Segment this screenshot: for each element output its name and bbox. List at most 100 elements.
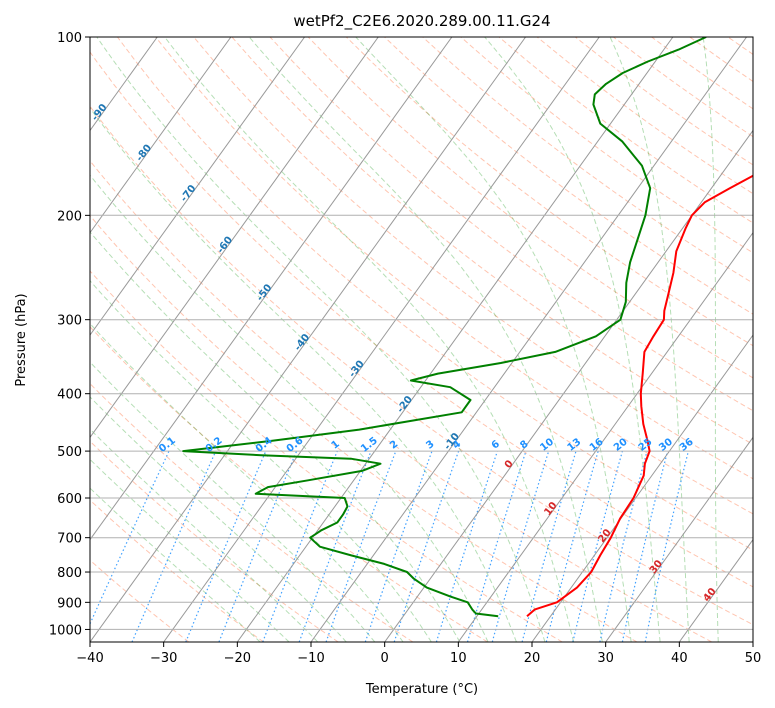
mixing-ratio-label: 3 [424, 439, 436, 452]
dry-adiabat-line [155, 37, 753, 515]
mixing-ratio-line [621, 450, 669, 642]
moist-adiabat-line [90, 361, 376, 642]
dry-adiabat-line [90, 214, 638, 642]
y-axis: 100 200 300 400 500 600 700 800 900 1000 [49, 31, 90, 638]
x-tick-label: 0 [381, 651, 389, 666]
mixing-ratio-line [90, 450, 170, 626]
dry-adiabat-line [90, 382, 414, 642]
x-tick-label: 20 [524, 651, 541, 666]
x-tick-label: 10 [450, 651, 467, 666]
plot-area: 0.1 0.2 0.4 0.6 1 1.5 2 3 4 6 8 10 13 16 20 25 30 36-100-… [0, 37, 775, 642]
dry-adiabat-line [727, 37, 753, 55]
isotherm-line [678, 538, 753, 642]
isotherm-label: 40 [702, 586, 719, 604]
isotherm-line [310, 37, 748, 642]
isotherm-line [90, 37, 527, 642]
x-axis: −40 −30 −20 −10 0 10 20 30 40 50 [76, 642, 761, 666]
dry-adiabat-line [90, 105, 753, 626]
y-tick-label: 400 [57, 388, 82, 403]
isotherm-line [457, 231, 753, 642]
isotherm-label: -20 [395, 394, 415, 415]
isotherm-line [752, 641, 753, 642]
moist-adiabat-line [609, 37, 690, 642]
x-tick-label: −20 [224, 651, 251, 666]
x-tick-label: 30 [597, 651, 614, 666]
moist-adiabat-line [248, 37, 603, 642]
y-tick-label: 600 [57, 492, 82, 507]
x-tick-label: −40 [76, 651, 103, 666]
isotherm-line [0, 37, 84, 642]
dry-adiabat-line [345, 37, 753, 347]
y-tick-label: 1000 [49, 623, 82, 638]
dry-adiabat-line [269, 37, 753, 412]
y-tick-label: 500 [57, 445, 82, 460]
x-axis-label: Temperature (°C) [365, 682, 478, 697]
mixing-ratio-label: 8 [518, 439, 530, 452]
moist-adiabat-line [164, 37, 575, 642]
mixing-ratio-label: 0.1 [157, 435, 178, 455]
dry-adiabat-line [651, 37, 753, 110]
moist-adiabat-line [90, 174, 489, 642]
dry-adiabat-line [613, 37, 753, 138]
mixing-ratio-line [364, 450, 433, 642]
dry-adiabat-line [90, 51, 753, 588]
mixing-ratio-label: 2 [388, 439, 400, 452]
moist-adiabat-line [484, 37, 661, 642]
mixing-ratio-label: 1.5 [359, 435, 380, 455]
isotherm-label: -30 [347, 359, 367, 380]
dry-adiabat-line [766, 37, 775, 642]
isotherm-line [605, 436, 753, 642]
isotherm-label: -70 [179, 183, 199, 204]
profile-series [182, 37, 753, 618]
moist-adiabat-line [90, 322, 404, 642]
x-tick-label: 40 [671, 651, 688, 666]
dry-adiabat-line [384, 37, 753, 315]
temperature-profile-line [526, 174, 753, 617]
mixing-ratio-line [466, 450, 527, 642]
dry-adiabat-line [231, 37, 753, 445]
dry-adiabat-line [422, 37, 753, 284]
isotherm-label: 0 [503, 458, 516, 470]
isotherm-label: -90 [90, 102, 110, 123]
mixing-ratio-line [185, 450, 267, 642]
moist-adiabats [90, 37, 719, 642]
mixing-ratio-label: 6 [490, 439, 502, 452]
x-tick-label: 50 [745, 651, 762, 666]
mixing-ratio-line [218, 450, 298, 642]
mixing-ratio-line [521, 450, 577, 642]
dry-adiabat-line [689, 37, 753, 83]
mixing-ratio-line [325, 450, 397, 642]
moist-adiabat-line [90, 428, 319, 642]
mixing-ratio-line [298, 450, 372, 642]
moist-adiabat-line [90, 396, 347, 642]
dry-adiabat-line [90, 440, 339, 642]
y-tick-label: 300 [57, 314, 82, 329]
isobars [90, 37, 753, 630]
mixing-ratio-line [545, 450, 599, 642]
moist-adiabat-line [90, 107, 517, 642]
isotherm-label: -100 [52, 47, 76, 74]
moist-adiabat-line [96, 37, 546, 642]
isotherm-label: 30 [648, 558, 665, 576]
dry-adiabat-line [193, 37, 753, 480]
mixing-ratio-line [572, 450, 623, 642]
dry-adiabat-line [90, 160, 712, 642]
y-axis-label: Pressure (hPa) [14, 293, 29, 386]
isotherm-line [90, 37, 232, 234]
isotherm-line [90, 37, 453, 541]
isotherm-label: -80 [134, 143, 154, 164]
dewpoint-profile-line [182, 37, 707, 618]
mixing-ratio-line [491, 450, 550, 642]
isotherm-line [0, 37, 10, 642]
isotherm-line [90, 37, 306, 336]
moist-adiabat-line [90, 231, 461, 642]
isotherm-label: -60 [215, 235, 235, 256]
plot-frame [89, 36, 754, 643]
isotherm-label: 20 [597, 527, 614, 545]
dry-adiabat-line [536, 37, 753, 195]
moist-adiabat-line [702, 37, 719, 642]
y-tick-label: 900 [57, 596, 82, 611]
chart-title: wetPf2_C2E6.2020.289.00.11.G24 [293, 12, 550, 31]
dry-adiabat-line [90, 326, 488, 642]
